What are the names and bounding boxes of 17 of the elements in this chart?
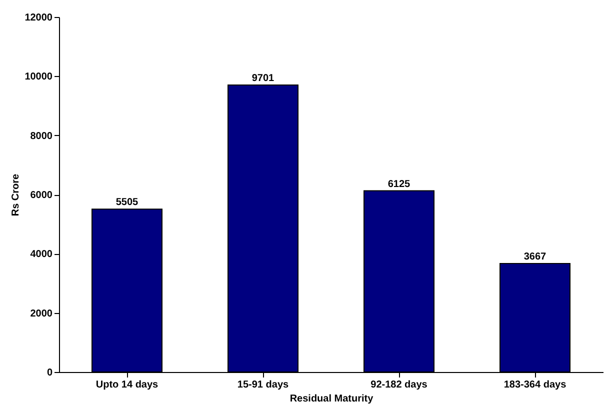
data-label: 3667 bbox=[524, 252, 547, 263]
x-axis-title: Residual Maturity bbox=[290, 394, 374, 404]
y-tick-label: 8000 bbox=[30, 130, 53, 142]
y-tick-label: 10000 bbox=[24, 72, 53, 83]
x-tick-label: Upto 14 days bbox=[96, 380, 159, 390]
y-tick-label: 2000 bbox=[30, 308, 53, 320]
x-tick-label: 15-91 days bbox=[237, 380, 290, 390]
x-tick-label: 92-182 days bbox=[370, 380, 428, 390]
y-tick-label: 4000 bbox=[30, 249, 53, 260]
data-label: 5505 bbox=[116, 197, 139, 208]
x-tick-label: 183-364 days bbox=[504, 380, 567, 390]
y-tick-label: 12000 bbox=[24, 12, 53, 24]
data-label: 9701 bbox=[252, 73, 275, 84]
y-tick-label: 0 bbox=[46, 368, 53, 378]
y-axis-title: Rs Crore bbox=[10, 173, 22, 216]
data-label: 6125 bbox=[388, 178, 411, 190]
y-tick-label: 6000 bbox=[30, 190, 53, 201]
